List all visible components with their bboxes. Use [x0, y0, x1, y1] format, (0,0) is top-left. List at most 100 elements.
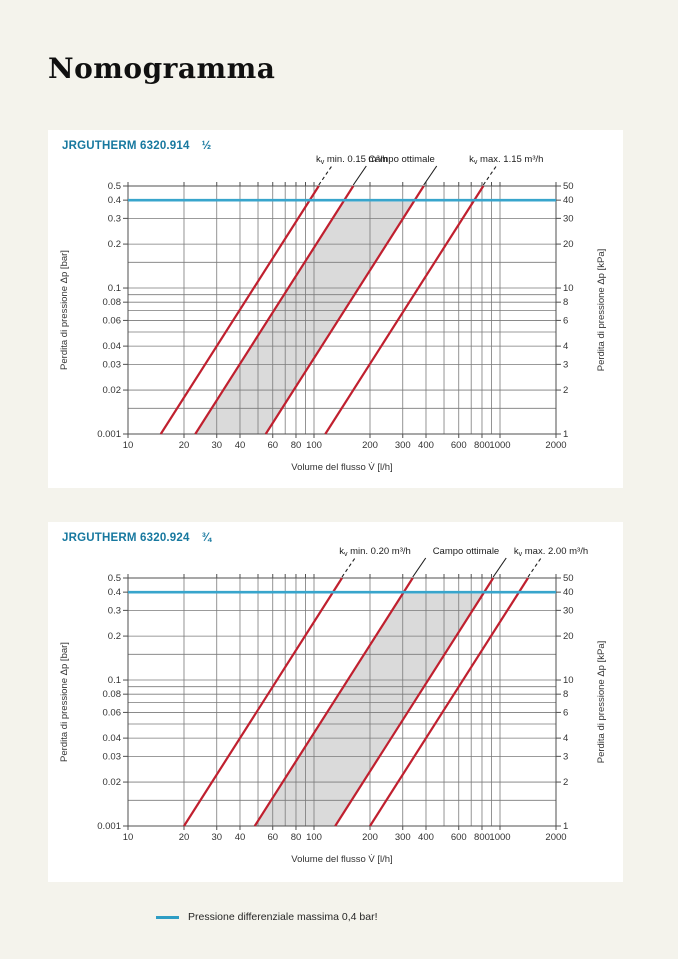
svg-text:2: 2 — [563, 385, 568, 396]
svg-text:20: 20 — [563, 631, 574, 642]
svg-text:0.06: 0.06 — [103, 707, 122, 718]
nomogram-card-1: JRGUTHERM 6320.914 ½ kv min. 0.15 m³/h kv … — [48, 130, 623, 488]
annotation-kv-min: kv min. 0.15 m³/h — [316, 154, 388, 166]
product-code: JRGUTHERM 6320.914 — [62, 140, 190, 152]
svg-text:300: 300 — [395, 440, 411, 451]
nomogram-card-2: JRGUTHERM 6320.924 ¾ kv min. 0.20 m³/h kv … — [48, 522, 623, 882]
svg-text:0.08: 0.08 — [103, 689, 122, 700]
svg-text:0.4: 0.4 — [108, 587, 121, 598]
svg-text:8: 8 — [563, 297, 568, 308]
svg-text:1000: 1000 — [489, 440, 510, 451]
max-pressure-line-swatch — [156, 915, 179, 919]
connector-optimal-lower — [352, 165, 367, 186]
svg-text:10: 10 — [123, 440, 134, 451]
svg-text:400: 400 — [418, 832, 434, 843]
svg-text:200: 200 — [362, 832, 378, 843]
svg-text:10: 10 — [123, 832, 134, 843]
svg-text:0.1: 0.1 — [108, 283, 121, 294]
connector-kv-min — [341, 557, 356, 578]
svg-text:600: 600 — [451, 440, 467, 451]
optimal-region — [254, 593, 485, 826]
svg-text:4: 4 — [563, 341, 568, 352]
svg-text:10: 10 — [563, 283, 574, 294]
x-axis-title: Volume del flusso V̇ [l/h] — [291, 462, 392, 473]
kv-line-optimal-lower — [194, 185, 355, 435]
svg-text:20: 20 — [179, 832, 190, 843]
svg-text:60: 60 — [267, 832, 278, 843]
svg-text:1: 1 — [563, 429, 568, 440]
svg-text:2000: 2000 — [545, 832, 566, 843]
svg-text:0.3: 0.3 — [108, 213, 121, 224]
svg-text:30: 30 — [211, 832, 222, 843]
tick-labels: 10 20 30 40 60 80 100 200 300 400 600 800 1000 2000 0.… — [97, 181, 573, 451]
nomogram-chart-1: kv min. 0.15 m³/h kv max. 1.15 m³/h Campo … — [59, 154, 607, 473]
svg-text:80: 80 — [291, 832, 302, 843]
optimal-region — [195, 201, 415, 434]
product-code: JRGUTHERM 6320.924 — [62, 532, 190, 544]
svg-text:3: 3 — [563, 751, 568, 762]
svg-text:20: 20 — [563, 239, 574, 250]
svg-text:0.03: 0.03 — [103, 359, 122, 370]
svg-text:4: 4 — [563, 733, 568, 744]
svg-text:800: 800 — [474, 832, 490, 843]
plot-border — [127, 185, 557, 435]
kv-line-optimal-upper — [334, 577, 495, 827]
svg-text:2: 2 — [563, 777, 568, 788]
kv-line-kv-min — [183, 577, 343, 827]
svg-text:0.5: 0.5 — [108, 573, 121, 584]
svg-text:0.3: 0.3 — [108, 605, 121, 616]
svg-text:6: 6 — [563, 707, 568, 718]
connector-optimal-lower — [412, 557, 427, 578]
svg-text:40: 40 — [563, 587, 574, 598]
legend-label: Pressione differenziale massima 0,4 bar! — [188, 911, 378, 923]
svg-text:50: 50 — [563, 573, 574, 584]
connector-kv-min — [318, 165, 333, 186]
svg-text:0.06: 0.06 — [103, 315, 122, 326]
connector-kv-max — [482, 165, 497, 186]
svg-text:80: 80 — [291, 440, 302, 451]
svg-text:0.001: 0.001 — [97, 429, 121, 440]
product-header-1: JRGUTHERM 6320.914 ½ — [62, 140, 211, 152]
product-size: ½ — [201, 140, 212, 152]
axis-ticks — [123, 574, 561, 830]
svg-text:3: 3 — [563, 359, 568, 370]
y-axis-title-right: Perdita di pressione Δp [kPa] — [596, 249, 607, 372]
nomogram-chart-2: kv min. 0.20 m³/h kv max. 2.00 m³/h Campo … — [59, 546, 607, 865]
product-header-2: JRGUTHERM 6320.924 ¾ — [62, 532, 211, 544]
kv-line-kv-min — [159, 185, 320, 435]
y-axis-title-right: Perdita di pressione Δp [kPa] — [596, 641, 607, 764]
svg-text:10: 10 — [563, 675, 574, 686]
svg-text:60: 60 — [267, 440, 278, 451]
kv-line-kv-max — [369, 577, 529, 827]
connector-kv-max — [527, 557, 542, 578]
svg-text:0.02: 0.02 — [103, 385, 122, 396]
svg-text:20: 20 — [179, 440, 190, 451]
kv-line-kv-max — [324, 185, 485, 435]
kv-line-optimal-upper — [264, 185, 425, 435]
annotation-kv-min: kv min. 0.20 m³/h — [339, 546, 411, 558]
annotation-kv-max: kv max. 2.00 m³/h — [514, 546, 588, 558]
svg-text:800: 800 — [474, 440, 490, 451]
svg-text:30: 30 — [563, 213, 574, 224]
svg-text:400: 400 — [418, 440, 434, 451]
svg-text:600: 600 — [451, 832, 467, 843]
page-title: Nomogramma — [48, 52, 276, 85]
connector-optimal-upper — [492, 557, 507, 578]
annotation-campo-ottimale: Campo ottimale — [368, 154, 435, 165]
product-size: ¾ — [201, 532, 212, 544]
svg-text:200: 200 — [362, 440, 378, 451]
svg-text:30: 30 — [563, 605, 574, 616]
svg-text:0.5: 0.5 — [108, 181, 121, 192]
svg-text:40: 40 — [563, 195, 574, 206]
legend: Pressione differenziale massima 0,4 bar! — [156, 911, 377, 923]
svg-text:0.08: 0.08 — [103, 297, 122, 308]
svg-text:8: 8 — [563, 689, 568, 700]
svg-text:6: 6 — [563, 315, 568, 326]
svg-text:0.2: 0.2 — [108, 631, 121, 642]
tick-labels: 10 20 30 40 60 80 100 200 300 400 600 800 1000 2000 0.… — [97, 573, 573, 843]
svg-text:0.4: 0.4 — [108, 195, 121, 206]
y-axis-title-left: Perdita di pressione Δp [bar] — [59, 642, 70, 762]
axis-ticks — [123, 182, 561, 438]
svg-text:30: 30 — [211, 440, 222, 451]
